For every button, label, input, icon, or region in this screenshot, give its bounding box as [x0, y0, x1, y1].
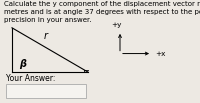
FancyBboxPatch shape — [6, 84, 86, 98]
Text: Your Answer:: Your Answer: — [6, 74, 55, 83]
Text: β: β — [20, 59, 26, 69]
Text: Calculate the y component of the displacement vector r, which has magnitude 11.4: Calculate the y component of the displac… — [4, 1, 200, 23]
Text: r: r — [44, 31, 48, 41]
Text: +x: +x — [155, 51, 165, 57]
Text: +y: +y — [111, 22, 121, 28]
